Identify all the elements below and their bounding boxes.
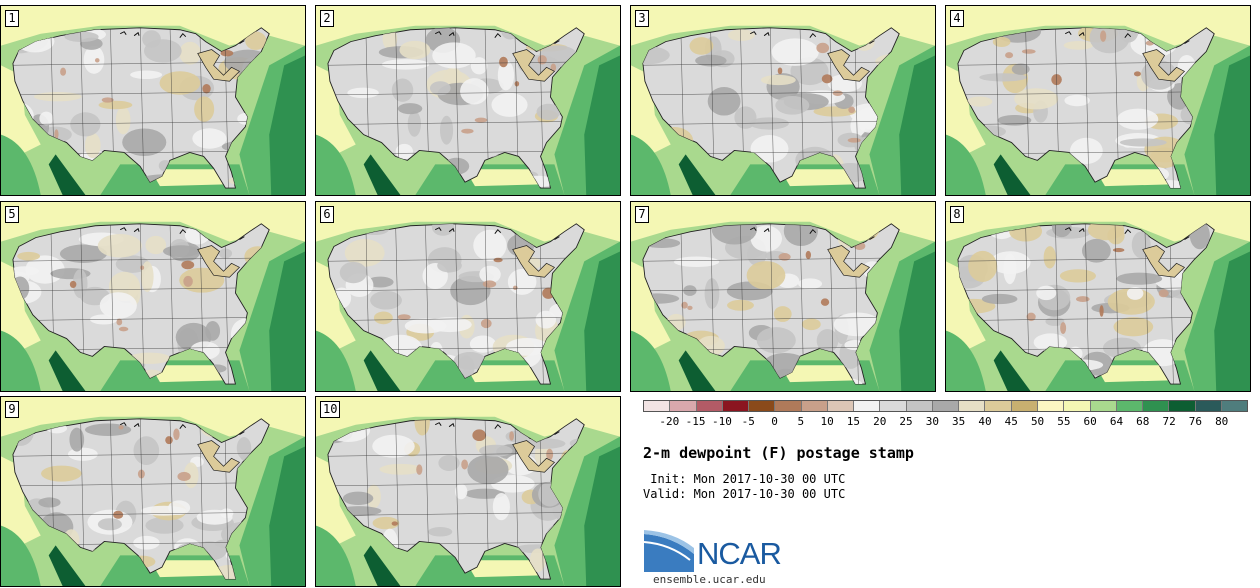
plot-title: 2-m dewpoint (F) postage stamp bbox=[643, 444, 914, 462]
colorbar-tick-label: 80 bbox=[1215, 415, 1229, 428]
init-time: Init: Mon 2017-10-30 00 UTC bbox=[643, 472, 846, 486]
colorbar-swatch bbox=[1116, 401, 1144, 411]
colorbar-tick-label: -10 bbox=[711, 415, 732, 428]
forecast-map-panel: 3 bbox=[630, 5, 936, 196]
colorbar-swatch bbox=[906, 401, 933, 411]
colorbar-ticks: -20 -15 -10 -5 0 5 10 15 20 25 30 35 40 45 50 55 60 64 68 7… bbox=[643, 415, 1248, 429]
colorbar-swatch bbox=[1143, 401, 1170, 411]
colorbar-tick-label: 10 bbox=[820, 415, 834, 428]
panel-label: 4 bbox=[950, 10, 964, 27]
colorbar-swatch bbox=[854, 401, 881, 411]
colorbar-tick-label: 35 bbox=[952, 415, 966, 428]
colorbar-swatch bbox=[1037, 401, 1065, 411]
colorbar-swatch bbox=[749, 401, 776, 411]
colorbar-tick-label: -15 bbox=[685, 415, 706, 428]
panel-label: 2 bbox=[320, 10, 334, 27]
colorbar-tick-label: 15 bbox=[846, 415, 861, 428]
colorbar-swatch bbox=[722, 401, 750, 411]
panel-label: 10 bbox=[320, 401, 341, 418]
forecast-map-panel: 1 bbox=[0, 5, 306, 196]
dewpoint-map-icon bbox=[316, 6, 620, 195]
dewpoint-map-icon bbox=[946, 202, 1250, 391]
forecast-map-panel: 5 bbox=[0, 201, 306, 392]
colorbar-swatch bbox=[827, 401, 855, 411]
colorbar-swatch bbox=[959, 401, 986, 411]
dewpoint-map-icon bbox=[631, 6, 935, 195]
forecast-map-panel: 2 bbox=[315, 5, 621, 196]
colorbar-tick-label: 25 bbox=[899, 415, 913, 428]
panel-label: 6 bbox=[320, 206, 334, 223]
forecast-map-panel: 10 bbox=[315, 396, 621, 587]
forecast-map-panel: 6 bbox=[315, 201, 621, 392]
forecast-map-panel: 7 bbox=[630, 201, 936, 392]
colorbar-tick-label: 55 bbox=[1057, 415, 1071, 428]
panel-label: 1 bbox=[5, 10, 19, 27]
colorbar-swatch bbox=[1064, 401, 1091, 411]
colorbar-tick-label: -5 bbox=[741, 415, 755, 428]
colorbar-tick-label: 76 bbox=[1188, 415, 1203, 428]
colorbar-swatch bbox=[1011, 401, 1038, 411]
colorbar-swatch bbox=[644, 401, 671, 411]
colorbar-tick-label: 68 bbox=[1136, 415, 1150, 428]
dewpoint-map-icon bbox=[631, 202, 935, 391]
dewpoint-map-icon bbox=[1, 6, 305, 195]
dewpoint-colorbar bbox=[643, 400, 1248, 412]
colorbar-swatch bbox=[932, 401, 960, 411]
forecast-map-panel: 8 bbox=[945, 201, 1251, 392]
colorbar-swatch bbox=[775, 401, 802, 411]
colorbar-tick-label: 30 bbox=[925, 415, 939, 428]
colorbar-tick-label: 45 bbox=[1004, 415, 1018, 428]
panel-label: 8 bbox=[950, 206, 964, 223]
colorbar-swatch bbox=[1169, 401, 1196, 411]
colorbar-tick-label: 20 bbox=[873, 415, 887, 428]
colorbar-tick-label: -20 bbox=[659, 415, 680, 428]
colorbar-swatch bbox=[985, 401, 1012, 411]
panel-label: 5 bbox=[5, 206, 19, 223]
colorbar-tick-label: 40 bbox=[978, 415, 992, 428]
colorbar-tick-label: 64 bbox=[1109, 415, 1124, 428]
colorbar-tick-label: 5 bbox=[797, 415, 805, 428]
site-url: ensemble.ucar.edu bbox=[653, 573, 766, 586]
colorbar-swatch bbox=[1195, 401, 1222, 411]
forecast-map-panel: 9 bbox=[0, 396, 306, 587]
dewpoint-map-icon bbox=[316, 397, 620, 586]
colorbar-tick-label: 0 bbox=[771, 415, 778, 428]
colorbar-tick-label: 72 bbox=[1162, 415, 1176, 428]
valid-time: Valid: Mon 2017-10-30 00 UTC bbox=[643, 487, 846, 501]
colorbar-tick-label: 50 bbox=[1030, 415, 1045, 428]
colorbar-swatch bbox=[1221, 401, 1248, 411]
panel-label: 9 bbox=[5, 401, 19, 418]
colorbar-swatch bbox=[1090, 401, 1117, 411]
ncar-logo-icon bbox=[643, 530, 694, 572]
colorbar-swatch bbox=[670, 401, 697, 411]
dewpoint-map-icon bbox=[946, 6, 1250, 195]
forecast-map-panel: 4 bbox=[945, 5, 1251, 196]
colorbar-tick-label: 60 bbox=[1083, 415, 1097, 428]
dewpoint-map-icon bbox=[1, 202, 305, 391]
colorbar-swatch bbox=[880, 401, 907, 411]
dewpoint-map-icon bbox=[316, 202, 620, 391]
colorbar-swatch bbox=[801, 401, 828, 411]
dewpoint-map-icon bbox=[1, 397, 305, 586]
panel-label: 7 bbox=[635, 206, 649, 223]
panel-label: 3 bbox=[635, 10, 649, 27]
colorbar-swatch bbox=[696, 401, 723, 411]
ncar-logo-text: NCAR bbox=[697, 536, 782, 571]
